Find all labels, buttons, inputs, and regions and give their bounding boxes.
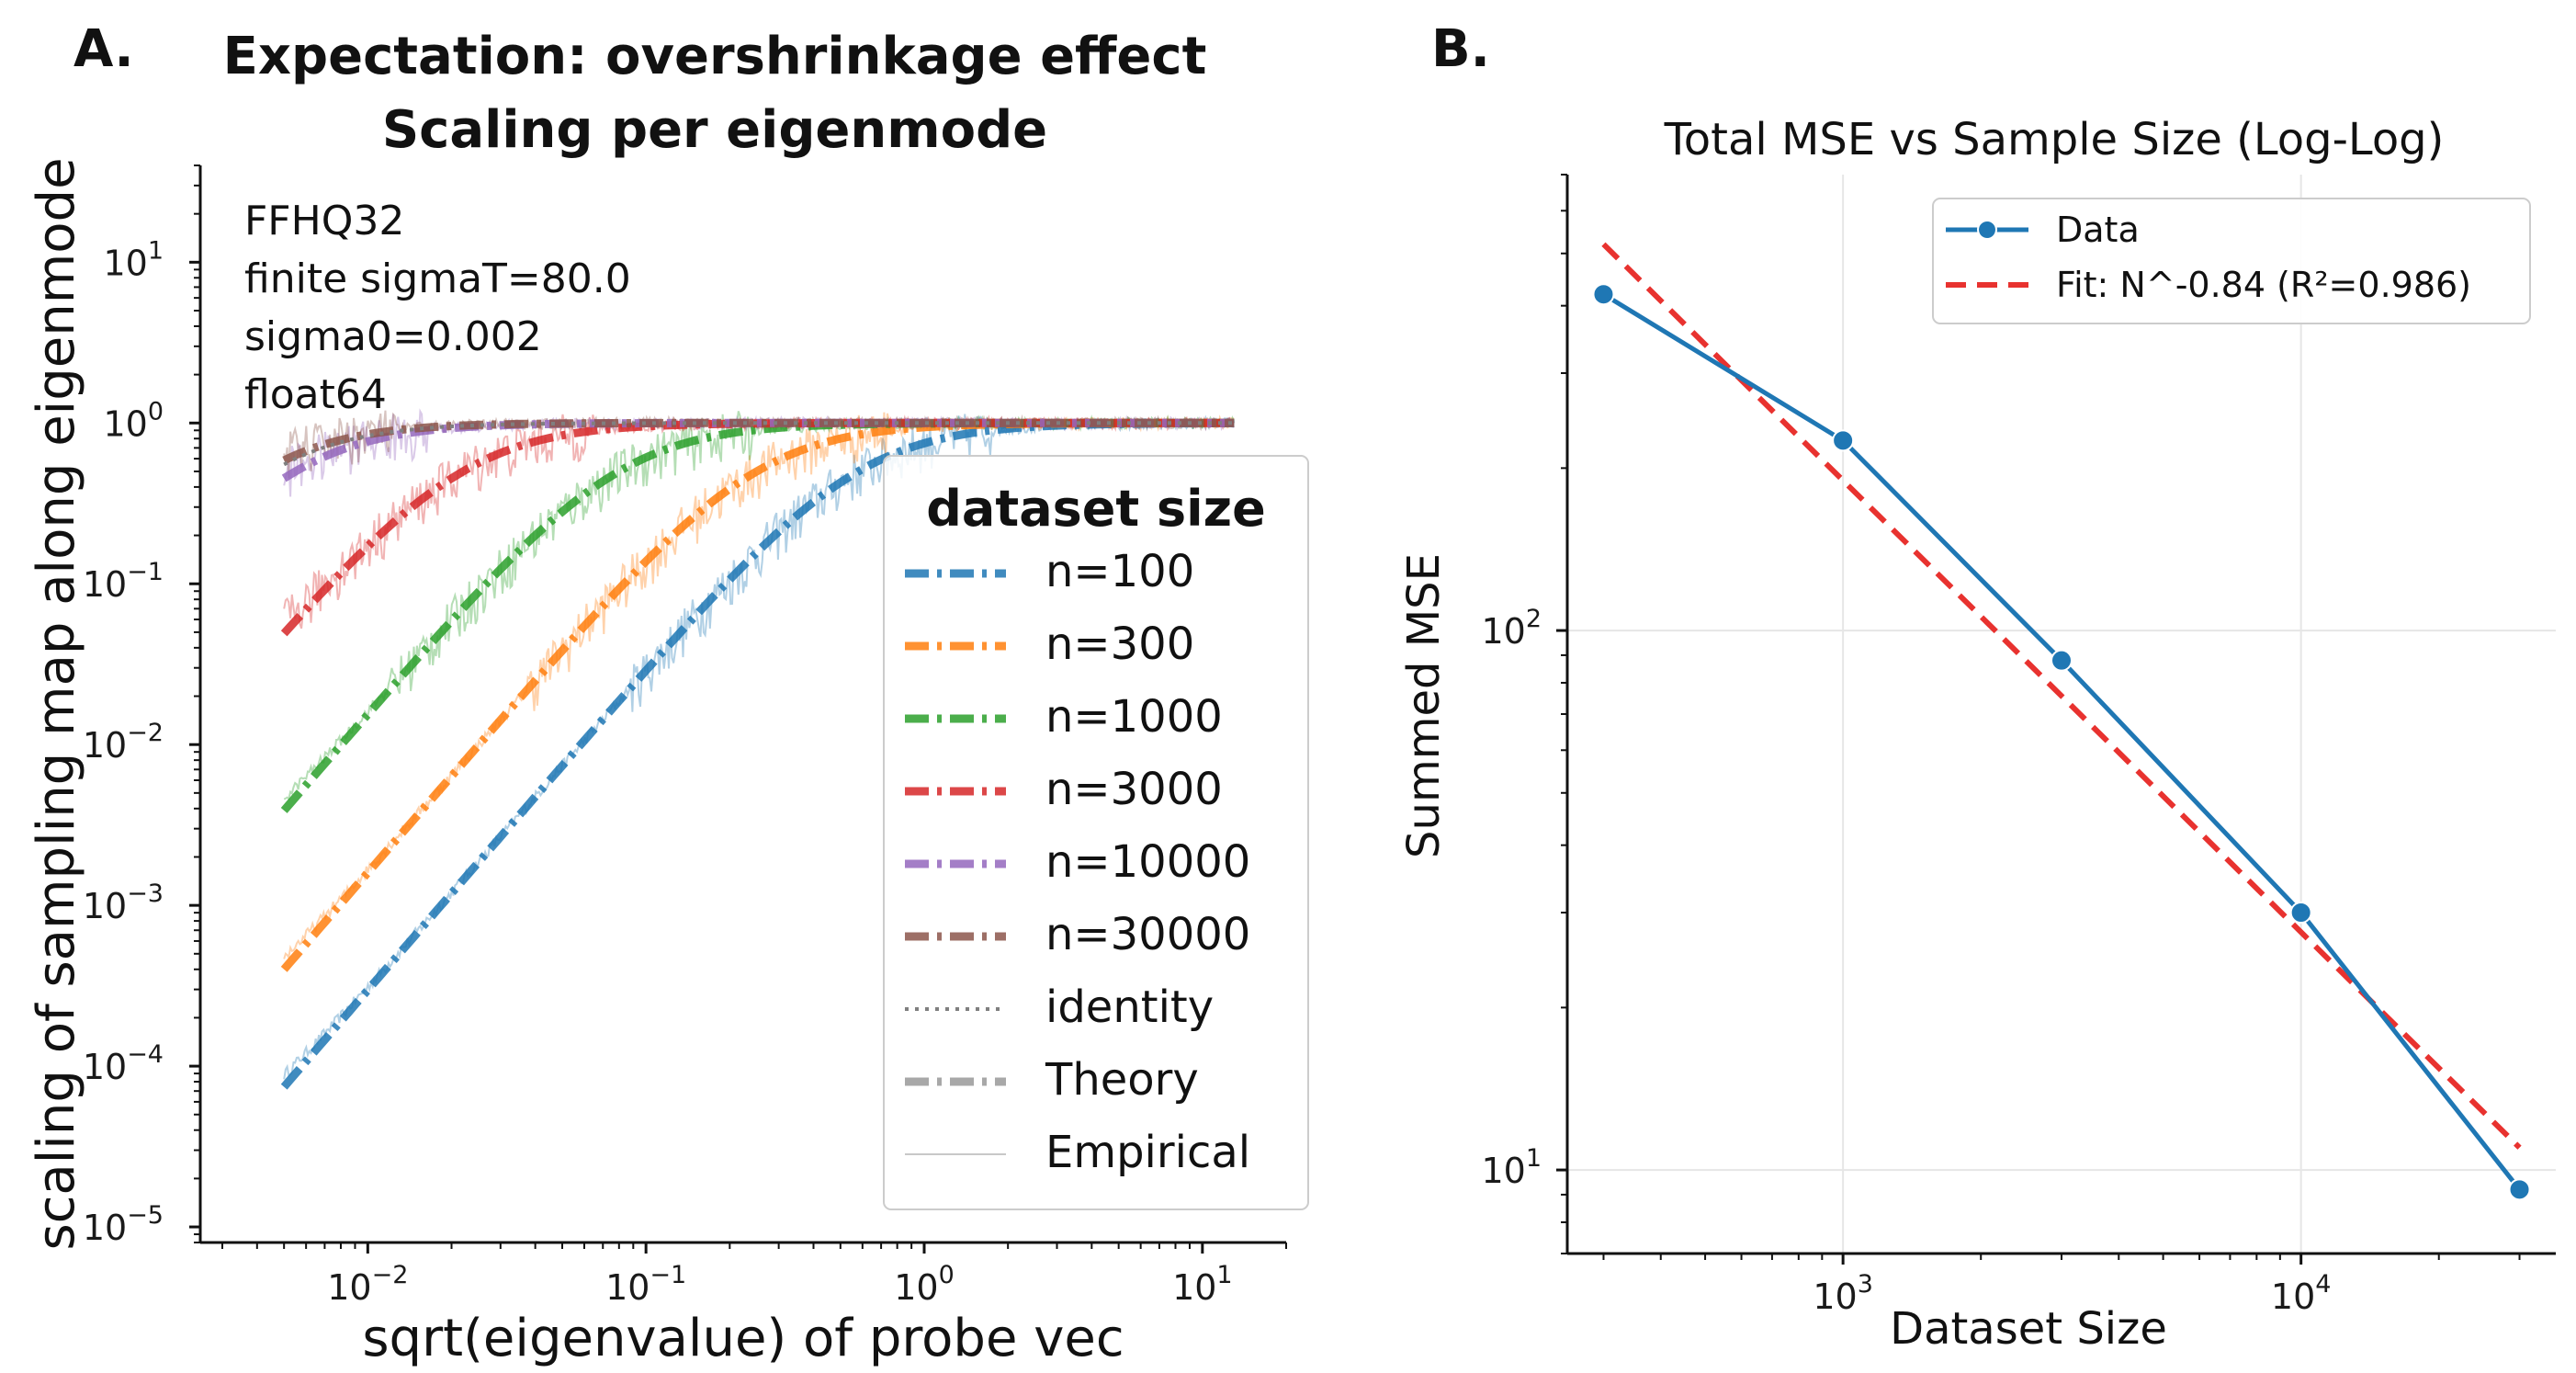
panel-a-y-tick-label-exp: −4 [127, 1040, 164, 1069]
legend-title: dataset size [926, 480, 1265, 538]
panel-a-y-label: scaling of sampling map along eigenmode [27, 157, 86, 1250]
panel-b-x-label: Dataset Size [1890, 1303, 2167, 1355]
panel-a-x-tick-label-base: 10 [894, 1267, 938, 1308]
theory-line-n-10000 [281, 418, 1235, 482]
panel-b-x-tick-label-exp: 4 [2315, 1270, 2331, 1299]
panel-b-x-tick-label: 104 [2271, 1270, 2332, 1317]
panel-b-grid [1567, 175, 2556, 1254]
panel-a-y-tick-label-base: 10 [83, 725, 127, 766]
panel-b-plot-area [1592, 242, 2531, 1201]
data-point [2289, 902, 2312, 925]
panel-b-y-tick-label-base: 10 [1481, 1151, 1525, 1191]
panel-a-y-tick-label: 10−4 [83, 1040, 164, 1087]
legend-label-n-30000: n=30000 [1045, 909, 1250, 960]
panel-a-x-tick-label: 100 [894, 1261, 955, 1308]
panel-a-x-tick-label-base: 10 [327, 1267, 371, 1308]
panel-a-y-tick-label: 10−1 [83, 558, 164, 605]
panel-a-y-tick-label-exp: −1 [127, 558, 164, 586]
legend-label-fit: Fit: N^-0.84 (R²=0.986) [2056, 265, 2471, 305]
panel-a-y-tick-label-exp: 1 [148, 236, 164, 265]
panel-a-x-tick-label: 10−2 [327, 1261, 408, 1308]
theory-line-n-1000 [280, 418, 1235, 813]
data-line [1602, 292, 2522, 1191]
panel-a-y-tick-label-base: 10 [83, 886, 127, 926]
data-point [1592, 283, 1615, 306]
panel-a-legend: dataset size n=100 n=300 n=1000 n=3000 n=100… [883, 455, 1309, 1210]
panel-a-title-line-1: Expectation: overshrinkage effect [223, 27, 1207, 86]
panel-a-x-label: sqrt(eigenvalue) of probe vec [362, 1309, 1124, 1368]
panel-a-x-tick-label-exp: −2 [372, 1261, 409, 1289]
panel-a-y-tick-label: 10−2 [83, 719, 164, 766]
data-point [1832, 429, 1855, 452]
legend-swatch-data-marker [1977, 220, 1997, 240]
panel-b-y-tick-label-exp: 2 [1526, 605, 1542, 633]
legend-label-theory: Theory [1045, 1054, 1199, 1106]
panel-b-x-tick-label-base: 10 [2271, 1277, 2315, 1317]
panel-b-y-tick-label-base: 10 [1481, 611, 1525, 652]
panel-a-y-tick-label-exp: −5 [127, 1201, 164, 1230]
legend-label-identity: identity [1045, 982, 1214, 1033]
panel-b-legend: Data Fit: N^-0.84 (R²=0.986) [1932, 198, 2531, 324]
panel-a-y-tick-label-base: 10 [83, 564, 127, 605]
panel-a-y-tick-label-base: 10 [83, 1047, 127, 1087]
panel-b-title: Total MSE vs Sample Size (Log-Log) [1664, 114, 2445, 165]
panel-a-y-tick-label-base: 10 [83, 1208, 127, 1248]
legend-label-n-1000: n=1000 [1045, 691, 1223, 743]
annotation-precision: float64 [244, 371, 387, 418]
panel-b-x-tick-label-base: 10 [1813, 1277, 1857, 1317]
identity-line [283, 421, 1235, 467]
legend-label-n-100: n=100 [1045, 546, 1194, 597]
legend-label-n-10000: n=10000 [1045, 836, 1250, 888]
legend-label-n-300: n=300 [1045, 618, 1194, 670]
panel-a-x-tick-label: 101 [1172, 1261, 1233, 1308]
panel-a-y-tick-label: 101 [103, 236, 164, 283]
legend-label-data: Data [2056, 210, 2140, 250]
panel-a-x-tick-label-exp: 1 [1216, 1261, 1232, 1289]
data-point [2051, 649, 2073, 672]
panel-a-x-tick-label-exp: 0 [939, 1261, 955, 1289]
panel-b-y-tick-label: 101 [1481, 1144, 1542, 1191]
panel-b-x-tick-label-exp: 3 [1858, 1270, 1873, 1299]
panel-a-y-tick-label-exp: −3 [127, 879, 164, 908]
panel-a-x-tick-label-base: 10 [1172, 1267, 1216, 1308]
panel-a-y-tick-label: 10−3 [83, 879, 164, 926]
panel-a-y-tick-label-exp: −2 [127, 719, 164, 747]
panel-a-x-tick-label-base: 10 [605, 1267, 650, 1308]
data-point [2508, 1178, 2531, 1201]
panel-b-x-tick-label: 103 [1813, 1270, 1873, 1317]
panel-b-y-tick-label-exp: 1 [1526, 1144, 1542, 1173]
panel-b-legend-box [1932, 198, 2531, 324]
panel-a-y-tick-label-base: 10 [103, 243, 147, 283]
annotation-sigma0: sigma0=0.002 [244, 313, 542, 360]
panel-a-y-tick-label-exp: 0 [148, 397, 164, 426]
panel-a-y-tick-label: 10−5 [83, 1201, 164, 1248]
legend-label-empirical: Empirical [1045, 1127, 1250, 1178]
theory-line-n-300 [280, 418, 1235, 972]
panel-a: A. Expectation: overshrinkage effect Sca… [27, 19, 1309, 1368]
panel-a-y-tick-label: 100 [103, 397, 164, 444]
panel-a-x-tick-label-exp: −1 [650, 1261, 686, 1289]
panel-b-y-label: Summed MSE [1398, 553, 1450, 858]
panel-a-y-tick-label-base: 10 [103, 403, 147, 444]
panel-a-label: A. [73, 19, 134, 79]
panel-b: B. Total MSE vs Sample Size (Log-Log) 10… [1398, 19, 2556, 1355]
panel-a-legend-box [883, 455, 1309, 1210]
annotation-dataset: FFHQ32 [244, 198, 404, 244]
panel-a-plot-area [280, 408, 1236, 1090]
panel-b-y-tick-label: 102 [1481, 605, 1542, 652]
panel-a-x-tick-label: 10−1 [605, 1261, 686, 1308]
panel-a-title-line-2: Scaling per eigenmode [382, 100, 1047, 160]
legend-label-n-3000: n=3000 [1045, 764, 1223, 815]
annotation-sigmaT: finite sigmaT=80.0 [244, 255, 631, 302]
panel-b-label: B. [1431, 19, 1490, 79]
